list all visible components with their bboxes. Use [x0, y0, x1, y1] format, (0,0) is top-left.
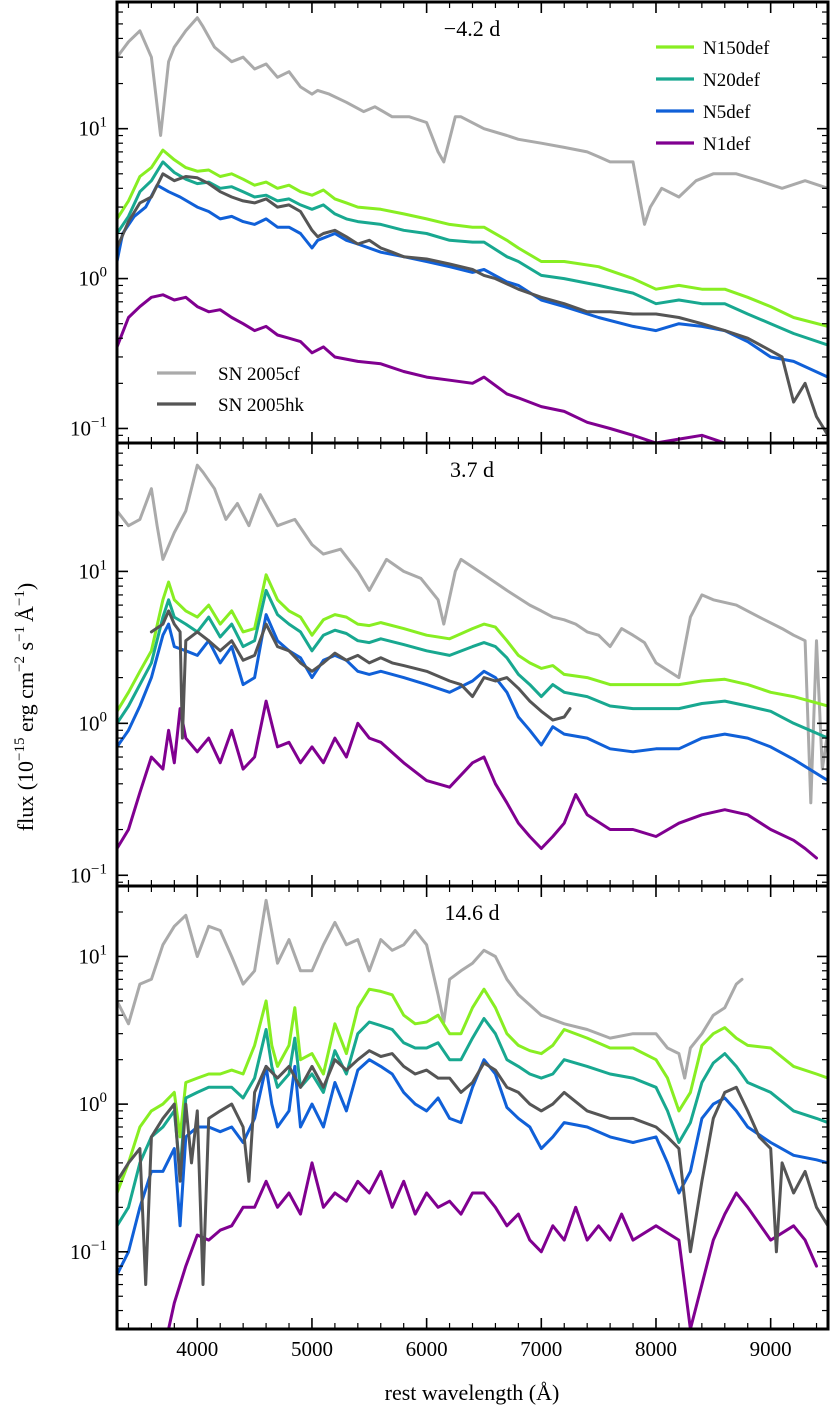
series-line-n150def-panel-2	[117, 573, 828, 713]
series-line-n20def-panel-3	[117, 1017, 828, 1228]
panel-title-3: 14.6 d	[445, 900, 500, 925]
legend-models: N150def N20def N5def N1def	[656, 38, 770, 155]
series-line-n5def-panel-3	[117, 1058, 828, 1277]
x-tick-label-9000: 9000	[750, 1337, 792, 1361]
series-line-sn-2005hk-panel-1	[117, 172, 828, 437]
series-line-sn-2005cf-panel-1	[117, 16, 828, 226]
panel-3: 10−1 100 101 14.6 d	[70, 884, 830, 1331]
legend-entry-n20def: N20def	[656, 70, 761, 91]
panel-title-1: −4.2 d	[444, 16, 500, 41]
x-tick-label-6000: 6000	[406, 1337, 448, 1361]
legend-label-n150def: N150def	[703, 38, 770, 59]
y-tick-label-p3-1: 100	[79, 1090, 108, 1116]
x-tick-labels: 4000 5000 6000 7000 8000 9000	[176, 1337, 791, 1361]
panel-2: 10−1 100 101 3.7 d	[70, 441, 830, 888]
y-axis-label-sup-a: −15	[12, 738, 28, 761]
y-axis-label-sup-b: −2	[12, 656, 28, 672]
legend-label-sn2005cf: SN 2005cf	[218, 364, 300, 385]
series-line-sn-2005cf-panel-2	[117, 463, 828, 805]
legend-entry-sn2005hk: SN 2005hk	[157, 395, 305, 416]
legend-label-n20def: N20def	[703, 70, 761, 91]
series-line-n20def-panel-2	[117, 588, 828, 740]
y-axis-label: flux (10−15 erg cm−2 s−1Å−1)	[12, 583, 38, 832]
series-line-sn-2005cf-panel-3	[117, 898, 744, 1080]
panel-2-series	[117, 463, 828, 860]
y-axis-label-part-e: )	[13, 583, 38, 590]
y-axis-label-part-b: erg cm	[13, 672, 38, 738]
x-tick-label-8000: 8000	[635, 1337, 677, 1361]
y-axis-label-sup-c: −1	[12, 626, 28, 642]
series-line-sn-2005hk-panel-2	[149, 609, 572, 740]
legend-entry-sn2005cf: SN 2005cf	[157, 364, 300, 385]
y-tick-label-p1-1: 100	[79, 265, 108, 291]
y-tick-label-p3-0p1: 10−1	[70, 1238, 107, 1264]
x-tick-label-5000: 5000	[291, 1337, 333, 1361]
series-line-n150def-panel-1	[117, 148, 828, 328]
panel-1: 10−1 100 101 −4.2 d	[70, 0, 830, 445]
panel-title-2: 3.7 d	[450, 457, 494, 482]
y-axis-label-part-d: Å	[13, 606, 38, 622]
x-axis-label: rest wavelength (Å)	[385, 1380, 560, 1405]
y-tick-label-p2-10: 101	[79, 557, 108, 583]
legend-label-n1def: N1def	[703, 134, 751, 155]
y-tick-label-p2-0p1: 10−1	[70, 861, 107, 887]
y-tick-label-p2-1: 100	[79, 709, 108, 735]
legend-entry-n1def: N1def	[656, 134, 751, 155]
y-tick-label-p3-10: 101	[79, 942, 108, 968]
legend-entry-n5def: N5def	[656, 102, 751, 123]
legend-label-n5def: N5def	[703, 102, 751, 123]
y-axis-label-part-c: s	[13, 642, 38, 656]
series-line-sn-2005hk-panel-3	[117, 1049, 828, 1286]
y-axis-label-part-a: flux (10	[13, 761, 38, 831]
y-tick-label-p1-10: 101	[79, 115, 108, 141]
x-tick-label-7000: 7000	[520, 1337, 562, 1361]
series-line-n5def-panel-2	[117, 613, 828, 783]
series-line-n5def-panel-1	[117, 183, 828, 379]
y-tick-label-p1-0p1: 10−1	[70, 414, 107, 440]
series-line-n1def-panel-2	[117, 699, 818, 860]
legend-label-sn2005hk: SN 2005hk	[218, 395, 305, 416]
x-tick-label-4000: 4000	[176, 1337, 218, 1361]
series-line-n20def-panel-1	[117, 160, 828, 347]
series-line-n150def-panel-3	[117, 987, 828, 1195]
panel-1-series	[117, 16, 828, 443]
series-line-n1def-panel-1	[117, 293, 727, 443]
panel-frame-3	[115, 884, 830, 1331]
y-axis-label-sup-d: −1	[12, 590, 28, 606]
series-line-n1def-panel-3	[138, 1161, 818, 1329]
panel-3-series	[117, 898, 828, 1329]
legend-entry-n150def: N150def	[656, 38, 770, 59]
legend-observed: SN 2005cf SN 2005hk	[157, 364, 305, 416]
